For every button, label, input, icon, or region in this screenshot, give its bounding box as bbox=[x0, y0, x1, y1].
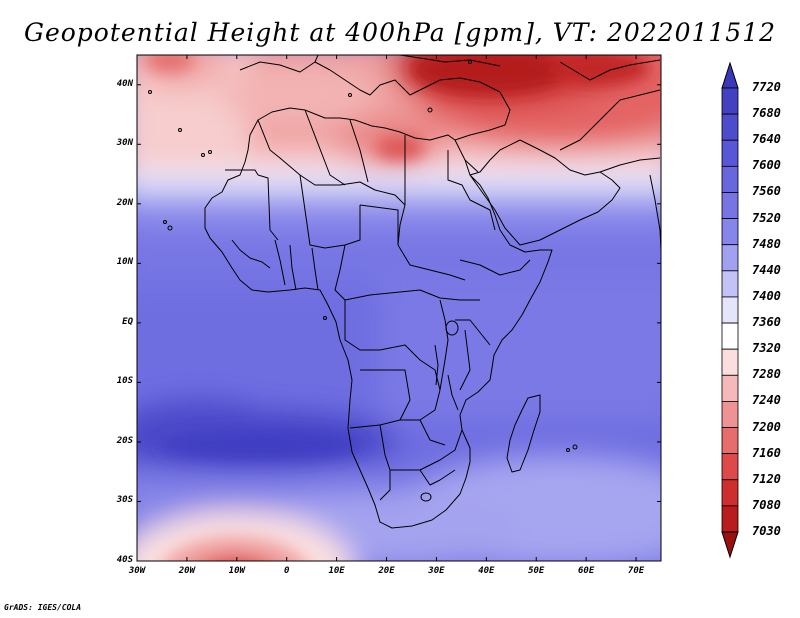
colorbar-level-label: 7320 bbox=[752, 341, 781, 356]
lat-tick-label: 20N bbox=[116, 197, 133, 208]
colorbar-segment bbox=[721, 218, 739, 246]
lon-tick-label: 0 bbox=[283, 566, 290, 576]
lon-tick-label: 10E bbox=[328, 566, 345, 576]
colorbar-segment bbox=[721, 453, 739, 481]
colorbar-segment bbox=[721, 87, 739, 115]
colorbar-level-label: 7640 bbox=[752, 132, 781, 147]
colorbar-segment bbox=[721, 113, 739, 141]
colorbar-segment bbox=[721, 270, 739, 298]
colorbar-level-label: 7120 bbox=[752, 471, 781, 486]
lat-tick-label: 30S bbox=[116, 495, 133, 506]
lat-tick-label: 10S bbox=[116, 376, 133, 387]
colorbar-segment bbox=[721, 192, 739, 219]
lon-tick-label: 60E bbox=[578, 566, 595, 576]
lon-tick-label: 70E bbox=[627, 566, 645, 576]
colorbar-segment bbox=[721, 479, 739, 507]
colorbar-segment bbox=[721, 165, 739, 193]
plot-frame bbox=[136, 54, 662, 562]
lat-tick-label: 30N bbox=[116, 138, 133, 149]
colorbar-level-label: 7080 bbox=[752, 497, 781, 512]
lon-tick-label: 30W bbox=[128, 566, 146, 576]
lon-tick-label: 10W bbox=[228, 566, 245, 576]
colorbar-segment bbox=[721, 348, 739, 376]
lon-tick-label: 50E bbox=[528, 566, 545, 576]
lon-tick-label: 40E bbox=[478, 566, 495, 576]
axis-ticks bbox=[136, 55, 661, 562]
colorbar-level-label: 7400 bbox=[752, 288, 781, 303]
colorbar-level-label: 7680 bbox=[752, 106, 781, 121]
colorbar-level-label: 7160 bbox=[752, 445, 781, 460]
colorbar-level-label: 7240 bbox=[752, 393, 781, 408]
colorbar-level-label: 7030 bbox=[752, 524, 781, 538]
colorbar-bottom-arrow bbox=[721, 531, 739, 559]
colorbar-segment bbox=[721, 296, 739, 324]
coastlines bbox=[148, 55, 661, 529]
colorbar-level-label: 7360 bbox=[752, 315, 781, 330]
lat-tick-label: EQ bbox=[122, 316, 133, 327]
lat-tick-label: 20S bbox=[116, 435, 133, 446]
colorbar-level-label: 7200 bbox=[752, 419, 781, 434]
colorbar-top-arrow bbox=[721, 61, 739, 89]
colorbar-segment bbox=[721, 139, 739, 167]
colorbar-segment bbox=[721, 427, 739, 455]
colorbar bbox=[721, 61, 739, 559]
colorbar-level-label: 7480 bbox=[752, 236, 781, 251]
colorbar-segment bbox=[721, 374, 739, 402]
colorbar-level-label: 7280 bbox=[752, 367, 781, 382]
lat-tick-label: 40N bbox=[116, 78, 133, 89]
colorbar-segment bbox=[721, 505, 739, 533]
colorbar-segment bbox=[721, 401, 739, 428]
lat-tick-label: 10N bbox=[116, 257, 133, 268]
grads-credit: GrADS: IGES/COLA bbox=[4, 603, 82, 612]
lon-tick-label: 20W bbox=[178, 566, 196, 576]
colorbar-segment bbox=[721, 244, 739, 272]
lon-tick-label: 30E bbox=[428, 566, 445, 576]
colorbar-level-label: 7720 bbox=[752, 80, 781, 94]
colorbar-level-label: 7600 bbox=[752, 158, 781, 173]
map-title: Geopotential Height at 400hPa [gpm], VT:… bbox=[23, 18, 777, 47]
lon-tick-label: 20E bbox=[378, 566, 395, 576]
height-field bbox=[137, 55, 661, 561]
colorbar-segment bbox=[721, 322, 739, 350]
colorbar-level-label: 7560 bbox=[752, 184, 781, 199]
lat-tick-label: 40S bbox=[116, 555, 133, 565]
colorbar-level-label: 7520 bbox=[752, 210, 781, 225]
colorbar-level-label: 7440 bbox=[752, 262, 781, 277]
